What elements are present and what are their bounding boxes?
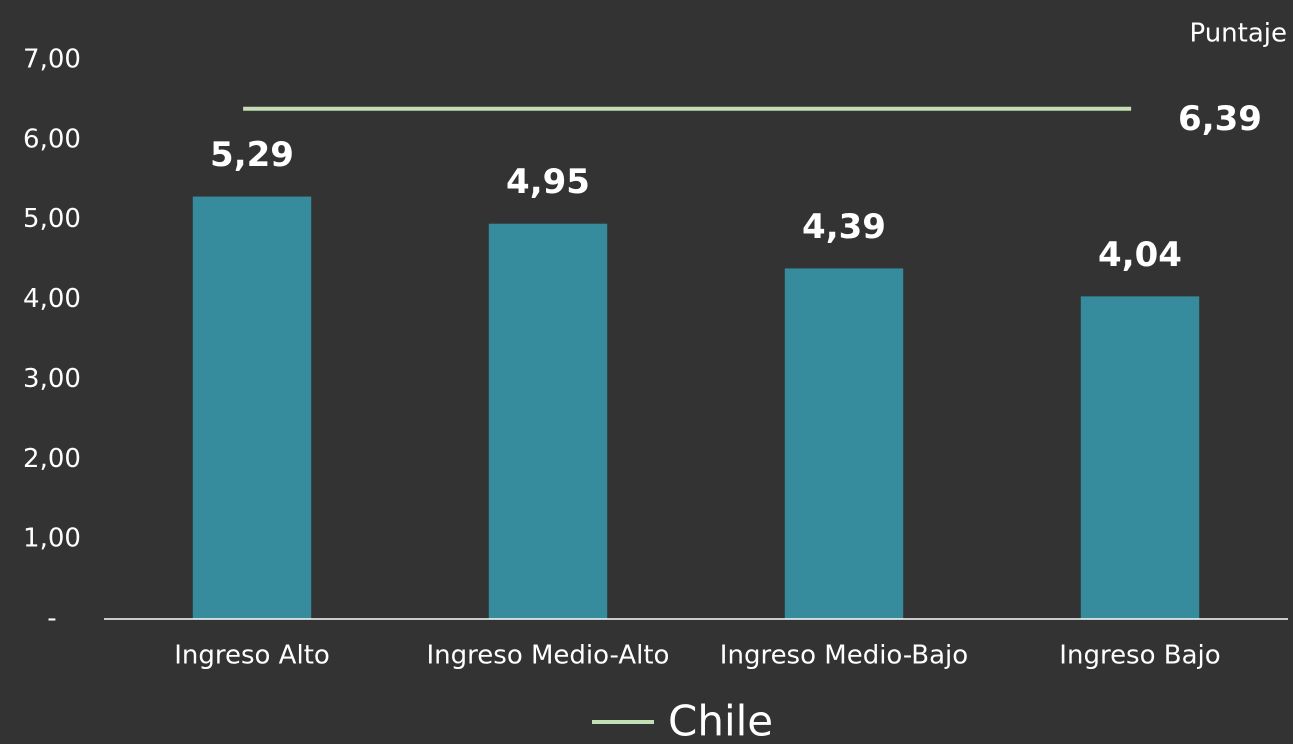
legend-label: Chile [668, 697, 773, 744]
y-tick-label: 7,00 [23, 45, 81, 75]
x-tick-label: Ingreso Bajo [1059, 641, 1220, 671]
bar [488, 223, 608, 619]
y-axis-label: Puntaje [1189, 19, 1287, 49]
x-tick-label: Ingreso Medio-Bajo [720, 641, 968, 671]
data-label: 4,39 [802, 207, 886, 247]
bar [784, 268, 904, 619]
bar [192, 196, 312, 619]
data-label: 5,29 [210, 135, 294, 175]
x-tick-label: Ingreso Medio-Alto [427, 641, 670, 671]
y-tick-label: 4,00 [23, 284, 81, 314]
y-tick-label: 5,00 [23, 204, 81, 234]
y-tick-label: 2,00 [23, 444, 81, 474]
y-tick-label: - [47, 604, 56, 634]
data-label: 4,95 [506, 162, 590, 202]
bar [1080, 296, 1200, 619]
y-tick-label: 3,00 [23, 364, 81, 394]
data-label: 4,04 [1098, 235, 1182, 275]
reference-label: 6,39 [1178, 99, 1262, 139]
y-tick-label: 6,00 [23, 124, 81, 154]
y-tick-label: 1,00 [23, 524, 81, 554]
x-tick-label: Ingreso Alto [174, 641, 330, 671]
